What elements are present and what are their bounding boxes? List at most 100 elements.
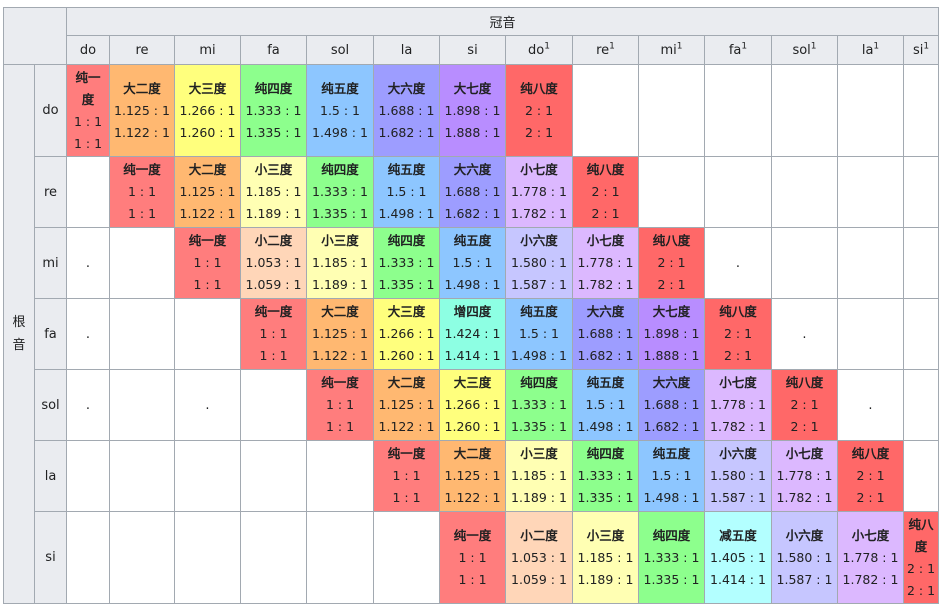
top-header: 冠音: [66, 7, 939, 36]
empty-cell: [704, 156, 772, 228]
interval-cell: 大七度 1.898 : 1 1.888 : 1: [439, 64, 506, 157]
interval-cell: 小六度 1.580 : 1 1.587 : 1: [505, 227, 573, 299]
interval-cell: 减五度 1.405 : 1 1.414 : 1: [704, 511, 772, 604]
empty-cell: [903, 227, 939, 299]
column-header: si: [439, 35, 506, 65]
interval-cell: 纯四度 1.333 : 1 1.335 : 1: [373, 227, 440, 299]
interval-cell: 小七度 1.778 : 1 1.782 : 1: [771, 440, 838, 512]
interval-cell: 小二度 1.053 : 1 1.059 : 1: [240, 227, 307, 299]
column-header: sol: [306, 35, 374, 65]
empty-cell: [903, 64, 939, 157]
interval-cell: 纯五度 1.5 : 1 1.498 : 1: [572, 369, 639, 441]
interval-cell: 大六度 1.688 : 1 1.682 : 1: [439, 156, 506, 228]
empty-cell: [66, 440, 110, 512]
corner-cell: [3, 7, 67, 65]
interval-cell: 小三度 1.185 : 1 1.189 : 1: [240, 156, 307, 228]
interval-cell: 小三度 1.185 : 1 1.189 : 1: [505, 440, 573, 512]
row-header: mi: [34, 227, 67, 299]
interval-cell: 大六度 1.688 : 1 1.682 : 1: [638, 369, 705, 441]
empty-cell: [109, 227, 175, 299]
column-header: sol1: [771, 35, 838, 65]
octave-mark: 1: [544, 41, 550, 52]
interval-table: 冠音 do re mi fa sol la si do1 re1 mi1 fa1 sol1 la1 si1…: [3, 7, 939, 604]
octave-mark: 1: [810, 41, 817, 52]
dot-cell: .: [66, 369, 110, 441]
interval-cell: 纯四度 1.333 : 1 1.335 : 1: [306, 156, 374, 228]
column-header: la: [373, 35, 440, 65]
interval-cell: 纯四度 1.333 : 1 1.335 : 1: [240, 64, 307, 157]
empty-cell: [771, 64, 838, 157]
empty-cell: [306, 440, 374, 512]
empty-cell: [837, 156, 904, 228]
empty-cell: [903, 440, 939, 512]
empty-cell: [240, 369, 307, 441]
octave-mark: 1: [923, 41, 930, 52]
column-header: mi: [174, 35, 241, 65]
row-header: fa: [34, 298, 67, 370]
empty-cell: [704, 64, 772, 157]
interval-cell: 小七度 1.778 : 1 1.782 : 1: [704, 369, 772, 441]
column-header: si1: [903, 35, 939, 65]
interval-cell: 增四度 1.424 : 1 1.414 : 1: [439, 298, 506, 370]
octave-mark: 1: [676, 41, 683, 52]
dot-cell: .: [174, 369, 241, 441]
interval-cell: 大二度 1.125 : 1 1.122 : 1: [306, 298, 374, 370]
interval-cell: 大七度 1.898 : 1 1.888 : 1: [638, 298, 705, 370]
interval-cell: 小七度 1.778 : 1 1.782 : 1: [837, 511, 904, 604]
interval-cell: 纯五度 1.5 : 1 1.498 : 1: [638, 440, 705, 512]
row-header: la: [34, 440, 67, 512]
interval-cell: 小六度 1.580 : 1 1.587 : 1: [704, 440, 772, 512]
interval-cell: 小六度 1.580 : 1 1.587 : 1: [771, 511, 838, 604]
empty-cell: [109, 511, 175, 604]
interval-cell: 大六度 1.688 : 1 1.682 : 1: [373, 64, 440, 157]
row-header: sol: [34, 369, 67, 441]
column-header: re: [109, 35, 175, 65]
empty-cell: [109, 369, 175, 441]
interval-cell: 大三度 1.266 : 1 1.260 : 1: [373, 298, 440, 370]
interval-cell: 大三度 1.266 : 1 1.260 : 1: [174, 64, 241, 157]
octave-mark: 1: [741, 41, 748, 52]
interval-cell: 大二度 1.125 : 1 1.122 : 1: [373, 369, 440, 441]
empty-cell: [837, 227, 904, 299]
interval-cell: 小七度 1.778 : 1 1.782 : 1: [572, 227, 639, 299]
interval-cell: 大三度 1.266 : 1 1.260 : 1: [439, 369, 506, 441]
empty-cell: [903, 369, 939, 441]
dot-cell: .: [771, 298, 838, 370]
interval-cell: 小二度 1.053 : 1 1.059 : 1: [505, 511, 573, 604]
dot-cell: .: [704, 227, 772, 299]
interval-cell: 大六度 1.688 : 1 1.682 : 1: [572, 298, 639, 370]
interval-cell: 纯五度 1.5 : 1 1.498 : 1: [306, 64, 374, 157]
interval-cell: 纯四度 1.333 : 1 1.335 : 1: [572, 440, 639, 512]
empty-cell: [373, 511, 440, 604]
interval-cell: 纯四度 1.333 : 1 1.335 : 1: [638, 511, 705, 604]
column-header: do: [66, 35, 110, 65]
empty-cell: [109, 440, 175, 512]
interval-cell: 小三度 1.185 : 1 1.189 : 1: [306, 227, 374, 299]
empty-cell: [638, 156, 705, 228]
row-header: do: [34, 64, 67, 157]
empty-cell: [837, 64, 904, 157]
octave-mark: 1: [873, 41, 880, 52]
column-header: fa: [240, 35, 307, 65]
interval-cell: 小七度 1.778 : 1 1.782 : 1: [505, 156, 573, 228]
empty-cell: [174, 440, 241, 512]
empty-cell: [306, 511, 374, 604]
dot-cell: .: [837, 369, 904, 441]
empty-cell: [109, 298, 175, 370]
empty-cell: [572, 64, 639, 157]
interval-cell: 大二度 1.125 : 1 1.122 : 1: [174, 156, 241, 228]
empty-cell: [771, 156, 838, 228]
side-header: 根音: [3, 64, 35, 604]
dot-cell: .: [66, 298, 110, 370]
